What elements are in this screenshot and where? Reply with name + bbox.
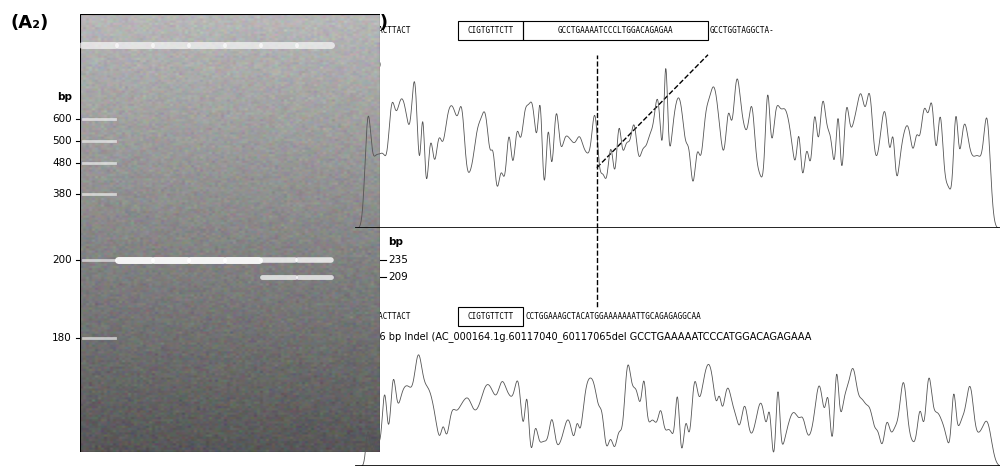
Text: CCTGGAAAGCTACATGGAAAAAAATTGCAGAGAGGCAA: CCTGGAAAGCTACATGGAAAAAAATTGCAGAGAGGCAA [525,312,701,321]
Text: AGGCAACTTACT: AGGCAACTTACT [355,27,415,35]
Text: GCCTGGTAGGCTA-: GCCTGGTAGGCTA- [710,27,775,35]
Text: AGGCAACTTACT: AGGCAACTTACT [355,312,415,321]
Text: 180: 180 [52,333,72,343]
Bar [458,307,523,326]
Text: 480: 480 [52,158,72,168]
Text: CIGTGTTCTT: CIGTGTTCTT [467,27,514,35]
Text: bp: bp [388,237,403,247]
Text: CIGTGTTCTT: CIGTGTTCTT [467,312,514,321]
Text: (b2) 26 bp Indel (AC_000164.1g.60117040_60117065del GCCTGAAAAATCCCATGGACAGAGAAA: (b2) 26 bp Indel (AC_000164.1g.60117040_… [350,331,811,342]
Text: 209: 209 [388,272,408,282]
Text: bp: bp [57,92,72,102]
Bar [458,21,523,40]
Text: GCCTGAAAATCCCLTGGACAGAGAA: GCCTGAAAATCCCLTGGACAGAGAA [558,27,673,35]
Text: 600: 600 [52,114,72,124]
Bar [523,21,708,40]
Text: 380: 380 [52,189,72,199]
Text: (B₂): (B₂) [350,14,388,32]
Text: 200: 200 [52,255,72,265]
Text: (a₂): (a₂) [360,60,382,72]
Text: 500: 500 [52,136,72,146]
Text: 235: 235 [388,255,408,265]
Text: (A₂): (A₂) [10,14,48,32]
